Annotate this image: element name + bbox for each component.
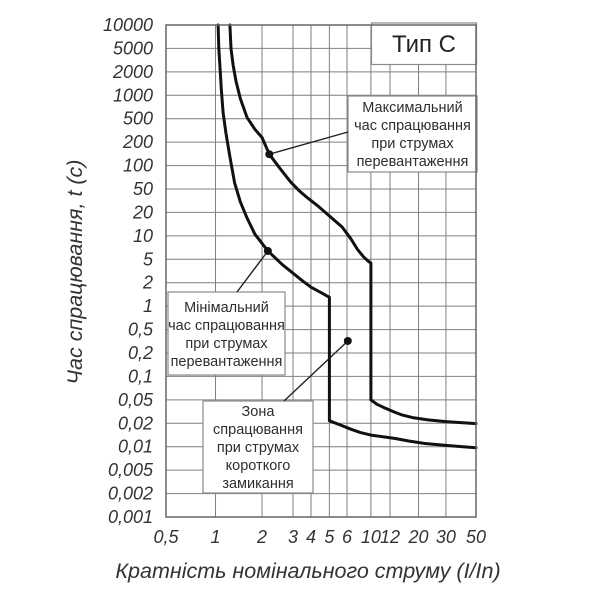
- y-tick-label: 0,001: [108, 507, 153, 527]
- annotation-max-overload: Максимальний час спрацювання при струмах…: [347, 95, 478, 173]
- curve-markers: [263, 150, 352, 345]
- y-tick-label: 0,01: [118, 437, 153, 457]
- chart-type-title: Тип С: [392, 31, 456, 58]
- zone-marker: [343, 336, 352, 345]
- y-axis-title: Час спрацювання, t (с): [63, 160, 87, 385]
- zone-marker-leader: [283, 340, 349, 402]
- zone-line: короткого: [226, 458, 291, 474]
- zone-line: замикання: [222, 476, 293, 492]
- y-tick-label: 200: [122, 132, 153, 152]
- y-tick-label: 0,5: [128, 320, 154, 340]
- y-tick-label: 1: [143, 296, 153, 316]
- min-trip-curve: [216, 23, 478, 450]
- max-overload-line: при струмах: [371, 136, 454, 152]
- min-overload-line: Мінімальний: [184, 300, 269, 316]
- short-circuit-zone-box: [202, 400, 314, 494]
- x-tick-label: 0,5: [153, 527, 179, 547]
- y-tick-label: 10: [133, 226, 153, 246]
- max-curve-marker-leader: [269, 131, 349, 155]
- curves: [216, 23, 478, 450]
- max-overload-box: [347, 95, 478, 173]
- x-tick-label: 50: [466, 527, 486, 547]
- zone-line: спрацювання: [213, 422, 303, 438]
- min-overload-line: перевантаження: [171, 354, 283, 370]
- annotation-type-c: Тип С: [370, 22, 478, 66]
- y-tick-label: 10000: [103, 15, 153, 35]
- y-tick-label: 100: [123, 156, 153, 176]
- x-tick-label: 1: [210, 527, 220, 547]
- max-curve-marker: [265, 150, 274, 159]
- x-tick-label: 3: [288, 527, 298, 547]
- x-tick-label: 12: [380, 527, 400, 547]
- annotation-min-overload: Мінімальний час спрацювання при струмах …: [167, 291, 286, 376]
- y-tick-label: 20: [132, 202, 153, 222]
- y-tick-label: 0,005: [108, 460, 154, 480]
- x-axis-title: Кратність номінального струму (I/In): [115, 559, 500, 583]
- y-tick-label: 1000: [113, 85, 153, 105]
- x-tick-label: 2: [256, 527, 267, 547]
- y-tick-label: 5000: [113, 38, 153, 58]
- min-overload-line: при струмах: [185, 336, 268, 352]
- min-overload-line: час спрацювання: [168, 318, 285, 334]
- y-tick-label: 0,2: [128, 343, 153, 363]
- x-tick-label: 6: [342, 527, 353, 547]
- y-tick-label: 50: [133, 179, 153, 199]
- y-tick-label: 0,05: [118, 390, 154, 410]
- leader-lines: [236, 131, 349, 402]
- x-tick-label: 4: [306, 527, 316, 547]
- x-tick-label: 30: [436, 527, 456, 547]
- y-tick-label: 2: [142, 273, 153, 293]
- zone-line: Зона: [242, 404, 276, 420]
- y-tick-label: 500: [123, 109, 153, 129]
- min-curve-marker: [263, 246, 272, 255]
- zone-line: при струмах: [217, 440, 300, 456]
- y-tick-label: 0,1: [128, 366, 153, 386]
- max-overload-line: час спрацювання: [354, 118, 471, 134]
- min-curve-marker-leader: [236, 250, 269, 293]
- type-c-box: [370, 22, 478, 66]
- max-trip-curve: [228, 23, 478, 426]
- y-tick-label: 0,002: [108, 484, 153, 504]
- y-tick-label: 2000: [112, 62, 153, 82]
- x-tick-label: 10: [361, 527, 381, 547]
- max-overload-line: Максимальний: [362, 100, 462, 116]
- plot-border: [165, 24, 477, 518]
- min-overload-box: [167, 291, 286, 376]
- y-tick-label: 0,02: [118, 413, 153, 433]
- y-tick-label: 5: [143, 249, 154, 269]
- x-tick-label: 20: [407, 527, 428, 547]
- tick-labels: 100005000200010005002001005020105210,50,…: [103, 15, 486, 547]
- x-tick-label: 5: [324, 527, 335, 547]
- max-overload-line: перевантаження: [357, 154, 469, 170]
- annotation-short-circuit-zone: Зона спрацювання при струмах короткого з…: [202, 400, 314, 494]
